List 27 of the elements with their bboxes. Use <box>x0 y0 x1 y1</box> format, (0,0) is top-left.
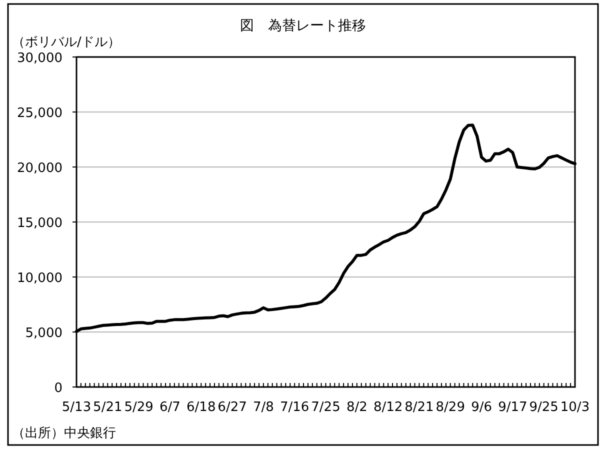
xtick: 5/13 <box>62 400 92 415</box>
ytick: 10,000 <box>17 271 62 286</box>
title: 図 為替レート推移 <box>240 18 366 34</box>
xtick: 8/2 <box>346 400 368 415</box>
xtick: 10/3 <box>560 400 590 415</box>
xtick: 7/8 <box>252 400 274 415</box>
annotation: （出所）中央銀行 <box>12 426 116 441</box>
xtick: 8/21 <box>404 400 434 415</box>
ytick: 0 <box>54 381 62 396</box>
xtick: 6/27 <box>218 400 247 415</box>
xtick: 9/6 <box>471 400 492 415</box>
ytick: 5,000 <box>25 326 62 341</box>
xtick: 9/17 <box>498 400 528 415</box>
ytick: 20,000 <box>17 161 62 176</box>
ylabel: （ボリバル/ドル） <box>12 35 120 50</box>
xtick: 5/21 <box>93 400 122 415</box>
xtick: 6/18 <box>186 400 216 415</box>
ytick: 25,000 <box>17 106 62 121</box>
ytick: 15,000 <box>17 216 62 231</box>
xtick: 9/25 <box>529 400 558 415</box>
xtick: 5/29 <box>124 400 154 415</box>
ytick: 30,000 <box>17 51 62 66</box>
xtick: 8/12 <box>373 400 403 415</box>
xtick: 6/7 <box>160 400 180 415</box>
xtick: 8/29 <box>436 400 465 415</box>
xtick: 7/25 <box>311 400 340 415</box>
xtick: 7/16 <box>280 400 310 415</box>
